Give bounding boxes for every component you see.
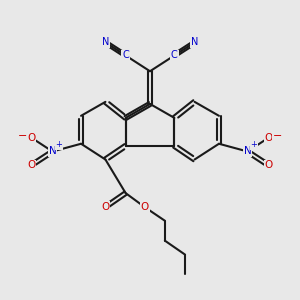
Text: −: − — [272, 131, 282, 141]
Text: N: N — [244, 146, 251, 157]
Text: O: O — [265, 133, 273, 142]
Text: N: N — [191, 38, 198, 47]
Text: C: C — [122, 50, 129, 61]
Text: +: + — [56, 140, 62, 149]
Text: −: − — [18, 131, 28, 141]
Text: +: + — [250, 140, 257, 149]
Text: O: O — [101, 202, 110, 212]
Text: O: O — [27, 160, 35, 170]
Text: N: N — [102, 38, 109, 47]
Text: C: C — [171, 50, 178, 61]
Text: O: O — [140, 202, 149, 212]
Text: N: N — [49, 146, 56, 157]
Text: O: O — [265, 160, 273, 170]
Text: O: O — [27, 133, 35, 142]
